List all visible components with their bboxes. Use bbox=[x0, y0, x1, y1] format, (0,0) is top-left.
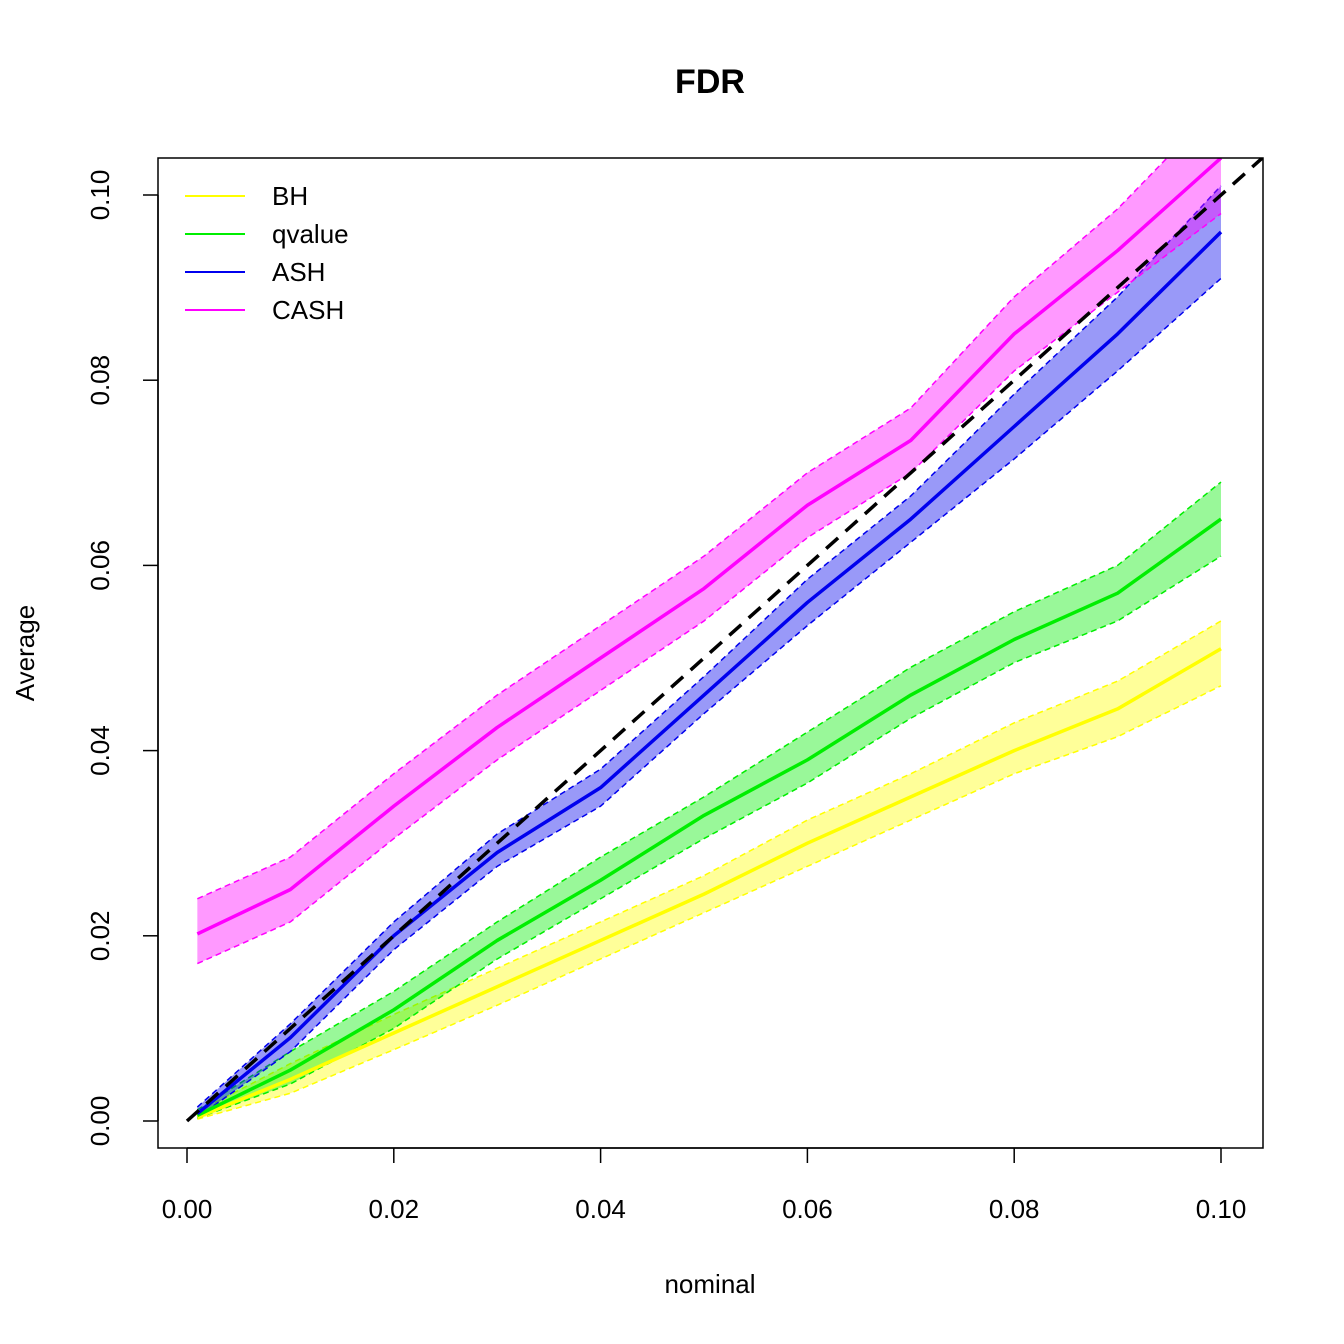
line-ash bbox=[196, 230, 1223, 1115]
band-ash bbox=[197, 185, 1222, 1118]
y-axis: 0.00 0.02 0.04 0.06 0.08 0.10 bbox=[85, 170, 159, 1147]
y-tick-label: 0.10 bbox=[85, 170, 115, 221]
x-tick-label: 0.02 bbox=[368, 1194, 419, 1224]
reference-diagonal-line bbox=[185, 158, 1263, 1123]
line-cash bbox=[196, 158, 1223, 936]
series-lines bbox=[196, 158, 1223, 1119]
x-axis-label: nominal bbox=[664, 1269, 755, 1299]
y-tick-label: 0.08 bbox=[85, 355, 115, 406]
band-lower-qvalue bbox=[197, 555, 1222, 1119]
band-lower-bh bbox=[197, 685, 1222, 1120]
band-qvalue bbox=[197, 482, 1222, 1119]
y-tick-label: 0.02 bbox=[85, 910, 115, 961]
x-axis: 0.00 0.02 0.04 0.06 0.08 0.10 bbox=[162, 1147, 1247, 1224]
legend: BH qvalue ASH CASH bbox=[185, 181, 349, 325]
y-tick-label: 0.06 bbox=[85, 540, 115, 591]
band-lower-cash bbox=[197, 212, 1222, 965]
y-axis-label: Average bbox=[10, 605, 40, 701]
x-tick-label: 0.10 bbox=[1196, 1194, 1247, 1224]
band-upper-ash bbox=[196, 185, 1222, 1108]
legend-label-qvalue: qvalue bbox=[272, 219, 349, 249]
band-upper-cash bbox=[197, 158, 1169, 900]
x-tick-label: 0.08 bbox=[989, 1194, 1040, 1224]
y-tick-label: 0.00 bbox=[85, 1096, 115, 1147]
band-bh bbox=[197, 620, 1222, 1120]
band-lower-ash bbox=[196, 277, 1222, 1118]
chart-title: FDR bbox=[675, 63, 745, 101]
x-tick-label: 0.00 bbox=[162, 1194, 213, 1224]
legend-label-bh: BH bbox=[272, 181, 308, 211]
y-tick-label: 0.04 bbox=[85, 725, 115, 776]
band-upper-qvalue bbox=[196, 481, 1222, 1111]
line-bh bbox=[196, 647, 1222, 1119]
line-qvalue bbox=[196, 517, 1223, 1118]
legend-label-ash: ASH bbox=[272, 257, 325, 287]
legend-label-cash: CASH bbox=[272, 295, 344, 325]
x-tick-label: 0.04 bbox=[575, 1194, 626, 1224]
x-tick-label: 0.06 bbox=[782, 1194, 833, 1224]
